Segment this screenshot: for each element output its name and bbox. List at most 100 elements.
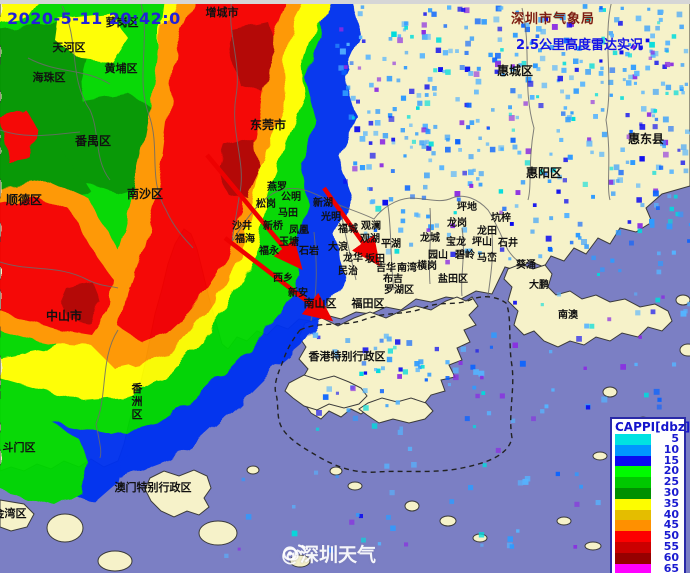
rain-speckle: [644, 392, 649, 398]
rain-speckle: [669, 206, 674, 212]
map-label: 公明: [281, 191, 301, 203]
rain-speckle: [637, 223, 643, 229]
rain-speckle: [680, 160, 686, 165]
rain-speckle: [521, 23, 526, 28]
rain-speckle: [361, 39, 366, 43]
legend-row: 5: [615, 432, 681, 445]
rain-speckle: [595, 500, 601, 506]
map-label: 龙华: [342, 251, 363, 264]
map-label: 海珠区: [33, 70, 66, 84]
rain-speckle: [635, 15, 642, 22]
map-label: 罗湖区: [384, 283, 414, 296]
rain-speckle: [478, 171, 484, 177]
map-label: 坑梓: [491, 211, 511, 224]
map-label: 横岗: [417, 259, 437, 272]
map-label: 福海: [234, 232, 255, 245]
rain-speckle: [685, 129, 690, 134]
rain-speckle: [445, 376, 450, 380]
rain-speckle: [636, 197, 642, 203]
rain-speckle: [497, 37, 503, 42]
rain-speckle: [573, 58, 579, 64]
map-label: 龙岗: [446, 216, 467, 229]
rain-speckle: [328, 547, 334, 553]
rain-speckle: [339, 48, 346, 55]
rain-speckle: [445, 146, 451, 153]
rain-speckle: [683, 48, 689, 54]
rain-speckle: [563, 106, 568, 110]
rain-speckle: [680, 63, 685, 67]
rain-speckle: [417, 100, 423, 106]
rain-speckle: [352, 415, 359, 421]
rain-speckle: [415, 367, 420, 373]
radar-echoes: [0, 0, 362, 505]
rain-speckle: [625, 51, 630, 57]
rain-speckle: [562, 178, 567, 183]
rain-speckle: [520, 180, 526, 185]
rain-speckle: [442, 50, 449, 56]
rain-speckle: [477, 148, 481, 152]
rain-speckle: [491, 332, 497, 338]
legend-swatch: [615, 541, 651, 553]
rain-speckle: [460, 346, 466, 352]
storm-motion-arrow: [205, 153, 303, 270]
rain-speckle: [314, 470, 319, 475]
rain-speckle: [464, 248, 470, 254]
rain-speckle: [346, 85, 351, 90]
rain-speckle: [657, 251, 661, 256]
rain-speckle: [421, 195, 427, 200]
rain-speckle: [470, 364, 476, 370]
rain-speckle: [387, 348, 393, 354]
rain-speckle: [488, 52, 493, 58]
rain-speckle: [597, 273, 600, 276]
map-label: 福田区: [351, 296, 385, 310]
rain-speckle: [645, 38, 650, 43]
rain-speckle: [679, 85, 684, 89]
rain-speckle: [650, 50, 655, 55]
legend-value: 5: [671, 432, 679, 445]
rain-speckle: [224, 553, 229, 558]
rain-speckle: [620, 6, 624, 10]
rain-speckle: [419, 140, 425, 146]
rain-speckle: [350, 95, 356, 101]
rain-speckle: [468, 71, 474, 76]
rain-speckle: [478, 532, 485, 538]
rain-speckle: [633, 81, 637, 85]
rain-speckle: [466, 102, 472, 108]
rain-speckle: [682, 149, 689, 156]
legend-row: 35: [615, 498, 681, 510]
rain-speckle: [375, 109, 381, 114]
rain-speckle: [425, 129, 431, 135]
rain-speckle: [529, 95, 535, 100]
rain-speckle: [458, 360, 463, 365]
rain-speckle: [335, 474, 339, 479]
rain-speckle: [363, 131, 368, 136]
rain-speckle: [510, 65, 516, 72]
rain-speckle: [591, 255, 596, 261]
rain-speckle: [423, 12, 427, 16]
rain-speckle: [416, 213, 421, 218]
rain-speckle: [576, 46, 582, 51]
rain-speckle: [552, 65, 558, 71]
rain-speckle: [525, 22, 530, 27]
map-label: 凤凰: [289, 224, 309, 236]
rain-speckle: [516, 529, 520, 533]
map-label: 马田: [278, 207, 298, 219]
rain-speckle: [371, 423, 378, 429]
rain-speckle: [404, 50, 409, 55]
rain-speckle: [445, 259, 450, 265]
rain-speckle: [625, 113, 630, 118]
legend-value: 45: [663, 518, 679, 532]
legend-swatch: [615, 487, 651, 499]
rain-speckle: [423, 184, 428, 190]
rain-speckle: [404, 136, 409, 140]
echo-darkgreen-nw: [0, 22, 92, 210]
legend-rows: 5 10 15 20 25 30 35 40 45 50 55 60 65: [615, 432, 681, 573]
rain-speckle: [599, 151, 605, 157]
rain-speckle: [482, 463, 487, 468]
rain-speckle: [241, 477, 246, 482]
rain-speckle: [512, 32, 518, 38]
rain-speckle: [524, 476, 531, 482]
rain-speckle: [583, 366, 587, 370]
rain-speckle: [607, 317, 612, 322]
rain-speckle: [433, 92, 437, 96]
